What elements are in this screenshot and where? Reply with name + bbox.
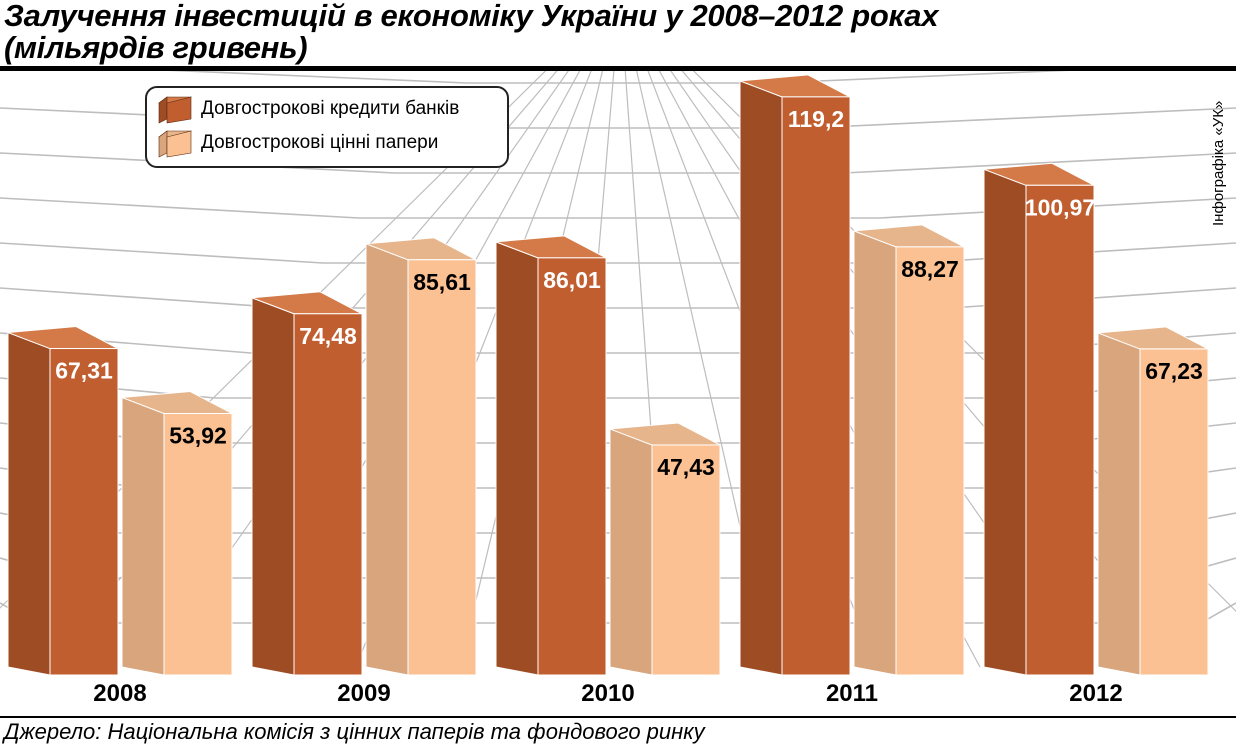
bar-front xyxy=(537,257,607,676)
value-label: 100,97 xyxy=(1025,194,1095,220)
value-label: 85,61 xyxy=(413,269,471,295)
bar xyxy=(853,224,965,676)
bar-side xyxy=(983,168,1027,676)
bar xyxy=(251,291,363,676)
value-label: 86,01 xyxy=(543,267,601,293)
category-label: 2012 xyxy=(1069,680,1122,707)
bar xyxy=(983,162,1095,676)
value-labels: 67,31 53,92 74,48 85,61 86,01 47,43 119,2 88,27… xyxy=(55,106,1203,480)
title-rule xyxy=(0,66,1236,71)
bar xyxy=(121,390,233,676)
legend-item-bank-credits: Довгострокові кредити банків xyxy=(157,95,497,125)
bar-side xyxy=(121,396,165,676)
bar-side xyxy=(7,331,51,676)
bar-side xyxy=(1097,332,1141,676)
swatch-side xyxy=(158,130,168,158)
credit-text: Інфографіка «УК» xyxy=(1210,100,1227,226)
bar-front xyxy=(1025,184,1095,676)
bar-side xyxy=(251,297,295,676)
bar-front xyxy=(1139,348,1209,676)
swatch-front xyxy=(166,130,192,158)
category-labels: 2008 2009 2010 2011 2012 xyxy=(93,680,1122,707)
value-label: 88,27 xyxy=(901,256,959,282)
bar-front xyxy=(651,444,721,676)
bar-front xyxy=(293,313,363,676)
swatch-side xyxy=(158,96,168,124)
infographic-credit: Інфографіка «УК» xyxy=(1207,84,1229,234)
legend: Довгострокові кредити банків Довгостроко… xyxy=(145,86,509,168)
legend-swatch-bank-credits xyxy=(158,96,192,124)
value-label: 74,48 xyxy=(299,323,357,349)
source-note: Джерело: Національна комісія з цінних па… xyxy=(4,719,705,744)
bars xyxy=(7,74,1209,676)
legend-label-bank-credits: Довгострокові кредити банків xyxy=(201,98,460,119)
value-label: 53,92 xyxy=(169,422,227,448)
bar-front xyxy=(781,96,851,676)
bar xyxy=(495,235,607,676)
bar xyxy=(365,237,477,676)
bar-side xyxy=(853,230,897,676)
bar xyxy=(739,74,851,676)
bar-side xyxy=(739,80,783,676)
value-label: 119,2 xyxy=(788,106,844,132)
category-label: 2008 xyxy=(93,680,146,707)
bar-side xyxy=(365,243,409,676)
bar-front xyxy=(895,246,965,676)
bar-side xyxy=(609,428,653,676)
swatch-front xyxy=(166,96,192,124)
category-label: 2009 xyxy=(337,680,390,707)
chart-title: Залучення інвестицій в економіку України… xyxy=(4,0,1184,64)
value-label: 67,23 xyxy=(1145,358,1203,384)
source-rule xyxy=(0,716,1236,718)
legend-swatch-securities xyxy=(158,130,192,158)
value-label: 47,43 xyxy=(657,454,715,480)
value-label: 67,31 xyxy=(55,358,113,384)
category-label: 2010 xyxy=(581,680,634,707)
title-line-1: Залучення інвестицій в економіку України… xyxy=(4,0,939,33)
category-label: 2011 xyxy=(826,680,878,707)
bar-front xyxy=(163,412,233,676)
bar-side xyxy=(495,241,539,676)
legend-item-securities: Довгострокові цінні папери xyxy=(157,129,497,159)
bar-front xyxy=(49,348,119,676)
bar xyxy=(1097,326,1209,676)
bar-chart: 67,31 53,92 74,48 85,61 86,01 47,43 119,2 88,27… xyxy=(0,71,1236,707)
bar xyxy=(7,326,119,676)
grid-line xyxy=(167,71,1070,84)
bar-front xyxy=(407,259,477,676)
bar xyxy=(609,422,721,676)
title-line-2: (мільярдів гривень) xyxy=(4,30,308,65)
legend-label-securities: Довгострокові цінні папери xyxy=(201,132,439,153)
